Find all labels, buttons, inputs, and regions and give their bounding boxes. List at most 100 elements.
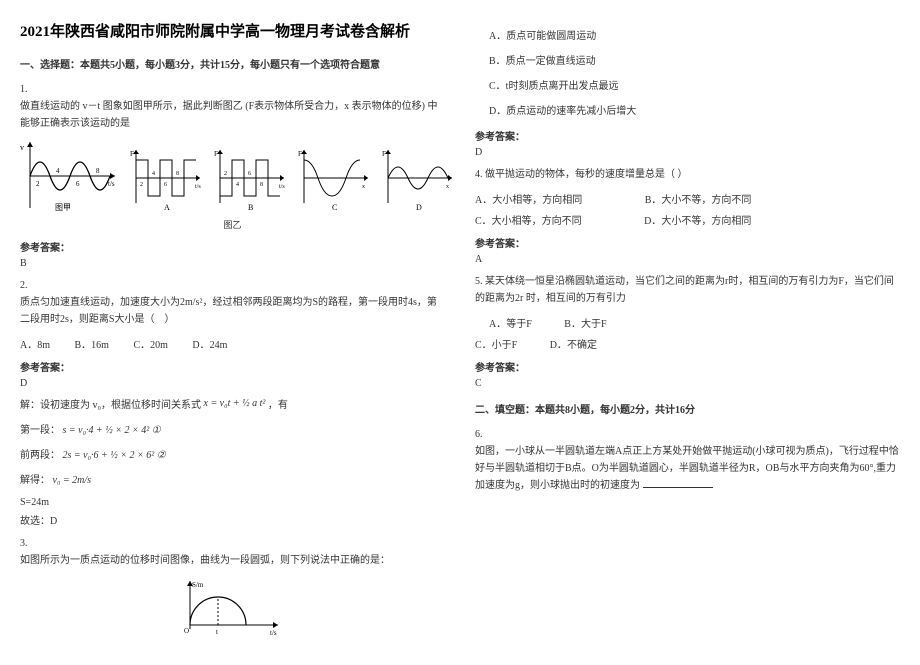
q3-figure: S/m t/s O t <box>178 577 288 637</box>
q2-text: 质点匀加速直线运动，加速度大小为2m/s²，经过相邻两段距离均为S的路程，第一段… <box>20 297 437 325</box>
svg-text:t/s: t/s <box>279 184 285 190</box>
svg-text:S/m: S/m <box>192 581 204 589</box>
q1: 1. 做直线运动的 v－t 图象如图甲所示，据此判断图乙 (F表示物体所受合力，… <box>20 81 445 132</box>
figure-jia: v t/s 2 4 6 8 图甲 <box>20 140 120 212</box>
q4: 4. 做平抛运动的物体，每秒的速度增量总是（ ） <box>475 166 900 183</box>
q3-num: 3. <box>20 538 28 549</box>
svg-text:4: 4 <box>152 171 155 177</box>
blank-answer <box>643 487 713 488</box>
q4-opt-a: A．大小相等，方向相同 <box>475 191 582 206</box>
q4-options-row1: A．大小相等，方向相同 B．大小不等，方向不同 <box>475 191 900 206</box>
svg-text:6: 6 <box>164 182 167 188</box>
q4-opt-c: C．大小相等，方向不同 <box>475 212 582 227</box>
q5-opt-c: C．小于F <box>475 336 517 351</box>
q5-options-row1: A．等于F B．大于F <box>489 315 900 330</box>
svg-text:F: F <box>214 150 218 158</box>
sol-line5: 故选：D <box>20 512 445 527</box>
svg-text:6: 6 <box>248 171 251 177</box>
q5-opt-a: A．等于F <box>489 315 532 330</box>
figure-opt-a: F t/s 2 4 6 8 A <box>130 148 204 212</box>
q2-answer: D <box>20 378 445 389</box>
sol-line1: 第一段： s = v₀·4 + ½ × 2 × 4² ① <box>20 422 445 439</box>
q4-text: 做平抛运动的物体，每秒的速度增量总是（ ） <box>485 169 688 180</box>
svg-text:F: F <box>382 150 386 158</box>
q4-answer: A <box>475 254 900 265</box>
svg-text:t: t <box>216 628 218 636</box>
svg-text:t/s: t/s <box>108 180 115 188</box>
q6-text: 如图，一小球从一半圆轨道左端A点正上方某处开始做平抛运动(小球可视为质点)，飞行… <box>475 446 899 491</box>
q4-num: 4. <box>475 169 483 180</box>
page-title: 2021年陕西省咸阳市师院附属中学高一物理月考试卷含解析 <box>20 20 445 41</box>
q2: 2. 质点匀加速直线运动，加速度大小为2m/s²，经过相邻两段距离均为S的路程，… <box>20 277 445 328</box>
svg-text:2: 2 <box>36 180 40 188</box>
q4-options-row2: C．大小相等，方向不同 D．大小不等，方向相同 <box>475 212 900 227</box>
section2-heading: 二、填空题：本题共8小题，每小题2分，共计16分 <box>475 401 900 416</box>
q5-num: 5. <box>475 276 483 287</box>
q2-opt-c: C．20m <box>133 336 167 351</box>
caption-yi: 图乙 <box>20 218 445 231</box>
figure-opt-c: F x C <box>298 148 372 212</box>
svg-text:D: D <box>416 203 422 212</box>
q4-opt-d: D．大小不等，方向相同 <box>644 212 751 227</box>
svg-text:8: 8 <box>96 167 100 175</box>
q2-num: 2. <box>20 280 28 291</box>
svg-text:x: x <box>362 184 365 190</box>
svg-text:6: 6 <box>76 180 80 188</box>
q5-opt-d: D．不确定 <box>550 336 597 351</box>
svg-text:t/s: t/s <box>270 629 277 637</box>
svg-text:2: 2 <box>140 182 143 188</box>
q5-ans-label: 参考答案： <box>475 359 900 374</box>
q2-solution: 解：设初速度为 v₀，根据位移时间关系式 x = v₀t + ½ a t² ，有 <box>20 397 445 414</box>
svg-text:x: x <box>446 184 449 190</box>
q6: 6. 如图，一小球从一半圆轨道左端A点正上方某处开始做平抛运动(小球可视为质点)… <box>475 426 900 494</box>
svg-text:2: 2 <box>224 171 227 177</box>
svg-text:4: 4 <box>56 167 60 175</box>
q5-options-row2: C．小于F D．不确定 <box>475 336 900 351</box>
svg-text:C: C <box>332 203 337 212</box>
q6-num: 6. <box>475 429 483 440</box>
svg-text:8: 8 <box>176 171 179 177</box>
q1-text: 做直线运动的 v－t 图象如图甲所示，据此判断图乙 (F表示物体所受合力，x 表… <box>20 101 438 129</box>
q4-opt-b: B．大小不等，方向不同 <box>645 191 752 206</box>
q3-opt-a: A．质点可能做圆周运动 <box>489 28 900 45</box>
figure-opt-b: F t/s 2 4 6 8 B <box>214 148 288 212</box>
sol-line3: 解得： v₀ = 2m/s <box>20 472 445 489</box>
svg-text:B: B <box>248 203 253 212</box>
q3-opt-b: B．质点一定做直线运动 <box>489 53 900 70</box>
svg-text:4: 4 <box>236 182 239 188</box>
svg-text:F: F <box>130 150 134 158</box>
q1-num: 1. <box>20 84 28 95</box>
sol-after: ，有 <box>268 400 288 411</box>
figure-opt-d: F x D <box>382 148 456 212</box>
sol-formula: x = v₀t + ½ a t² <box>204 398 266 409</box>
svg-text:A: A <box>164 203 170 212</box>
q1-figures: v t/s 2 4 6 8 图甲 F t/s 2 4 6 8 A <box>20 140 445 212</box>
q5-answer: C <box>475 378 900 389</box>
q4-ans-label: 参考答案： <box>475 235 900 250</box>
q3: 3. 如图所示为一质点运动的位移时间图像，曲线为一段圆弧，则下列说法中正确的是： <box>20 535 445 569</box>
q2-opt-a: A．8m <box>20 336 50 351</box>
sol-line2: 前两段： 2s = v₀·6 + ½ × 2 × 6² ② <box>20 447 445 464</box>
q1-answer: B <box>20 258 445 269</box>
section1-heading: 一、选择题：本题共5小题，每小题3分，共计15分，每小题只有一个选项符合题意 <box>20 56 445 71</box>
svg-text:t/s: t/s <box>195 184 201 190</box>
sol-line4: S=24m <box>20 497 445 508</box>
q5-text: 某天体绕一恒星沿椭圆轨道运动，当它们之间的距离为r时，相互间的万有引力为F，当它… <box>475 276 894 304</box>
q2-options: A．8m B．16m C．20m D．24m <box>20 336 445 351</box>
q5: 5. 某天体绕一恒星沿椭圆轨道运动，当它们之间的距离为r时，相互间的万有引力为F… <box>475 273 900 307</box>
q2-ans-label: 参考答案： <box>20 359 445 374</box>
q3-text: 如图所示为一质点运动的位移时间图像，曲线为一段圆弧，则下列说法中正确的是： <box>20 555 390 566</box>
svg-text:F: F <box>298 150 302 158</box>
q3-ans-label: 参考答案： <box>475 128 900 143</box>
q2-opt-b: B．16m <box>75 336 109 351</box>
svg-text:8: 8 <box>260 182 263 188</box>
svg-text:图甲: 图甲 <box>55 203 71 212</box>
q1-ans-label: 参考答案： <box>20 239 445 254</box>
q3-answer: D <box>475 147 900 158</box>
q2-opt-d: D．24m <box>192 336 227 351</box>
sol-intro: 解：设初速度为 v₀，根据位移时间关系式 <box>20 400 201 411</box>
q3-opt-d: D．质点运动的速率先减小后增大 <box>489 103 900 120</box>
q3-opt-c: C．t时刻质点离开出发点最远 <box>489 78 900 95</box>
q5-opt-b: B．大于F <box>564 315 606 330</box>
svg-text:v: v <box>20 143 24 152</box>
